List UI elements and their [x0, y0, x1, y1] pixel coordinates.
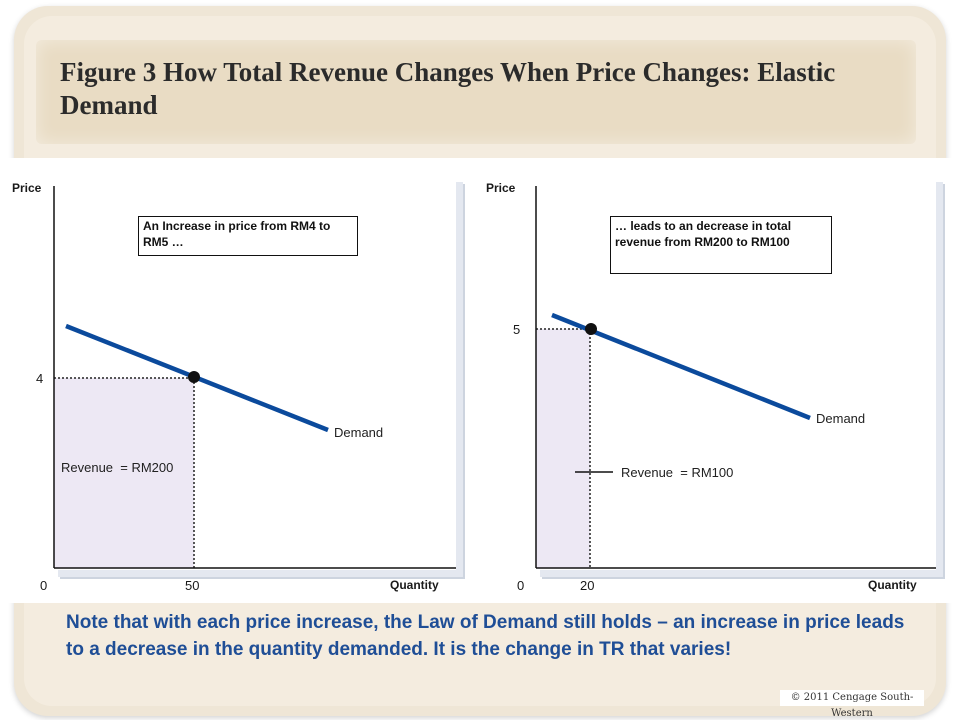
right-demand-label: Demand: [816, 411, 865, 426]
right-x-axis-label: Quantity: [868, 578, 917, 592]
right-price-tick: 5: [513, 322, 520, 337]
left-quantity-tick: 50: [185, 578, 199, 593]
right-y-axis-label: Price: [486, 181, 516, 195]
left-price-tick: 4: [36, 371, 43, 386]
right-origin-label: 0: [517, 578, 524, 593]
left-origin-label: 0: [40, 578, 47, 593]
left-revenue-area: [54, 378, 194, 568]
right-equilibrium-point: [585, 323, 597, 335]
left-graph: Price Quantity 0 4 50 Demand Revenue = R…: [12, 181, 456, 593]
right-callout-box: … leads to an decrease in total revenue …: [610, 216, 832, 274]
explanation-note: Note that with each price increase, the …: [66, 612, 905, 660]
left-callout-box: An Increase in price from RM4 to RM5 …: [138, 216, 358, 256]
right-revenue-area: [536, 329, 590, 568]
slide-title: Figure 3 How Total Revenue Changes When …: [60, 57, 836, 120]
left-revenue-label: Revenue = RM200: [61, 460, 173, 475]
left-equilibrium-point: [188, 371, 200, 383]
right-revenue-label: Revenue = RM100: [621, 465, 733, 480]
title-band: [36, 40, 916, 144]
left-x-axis-label: Quantity: [390, 578, 439, 592]
right-quantity-tick: 20: [580, 578, 594, 593]
right-graph: Price Quantity 0 5 20 Demand Revenue = R…: [486, 181, 936, 593]
copyright-notice: © 2011 Cengage South-Western: [780, 690, 924, 719]
left-y-axis-label: Price: [12, 181, 42, 195]
left-demand-label: Demand: [334, 425, 383, 440]
